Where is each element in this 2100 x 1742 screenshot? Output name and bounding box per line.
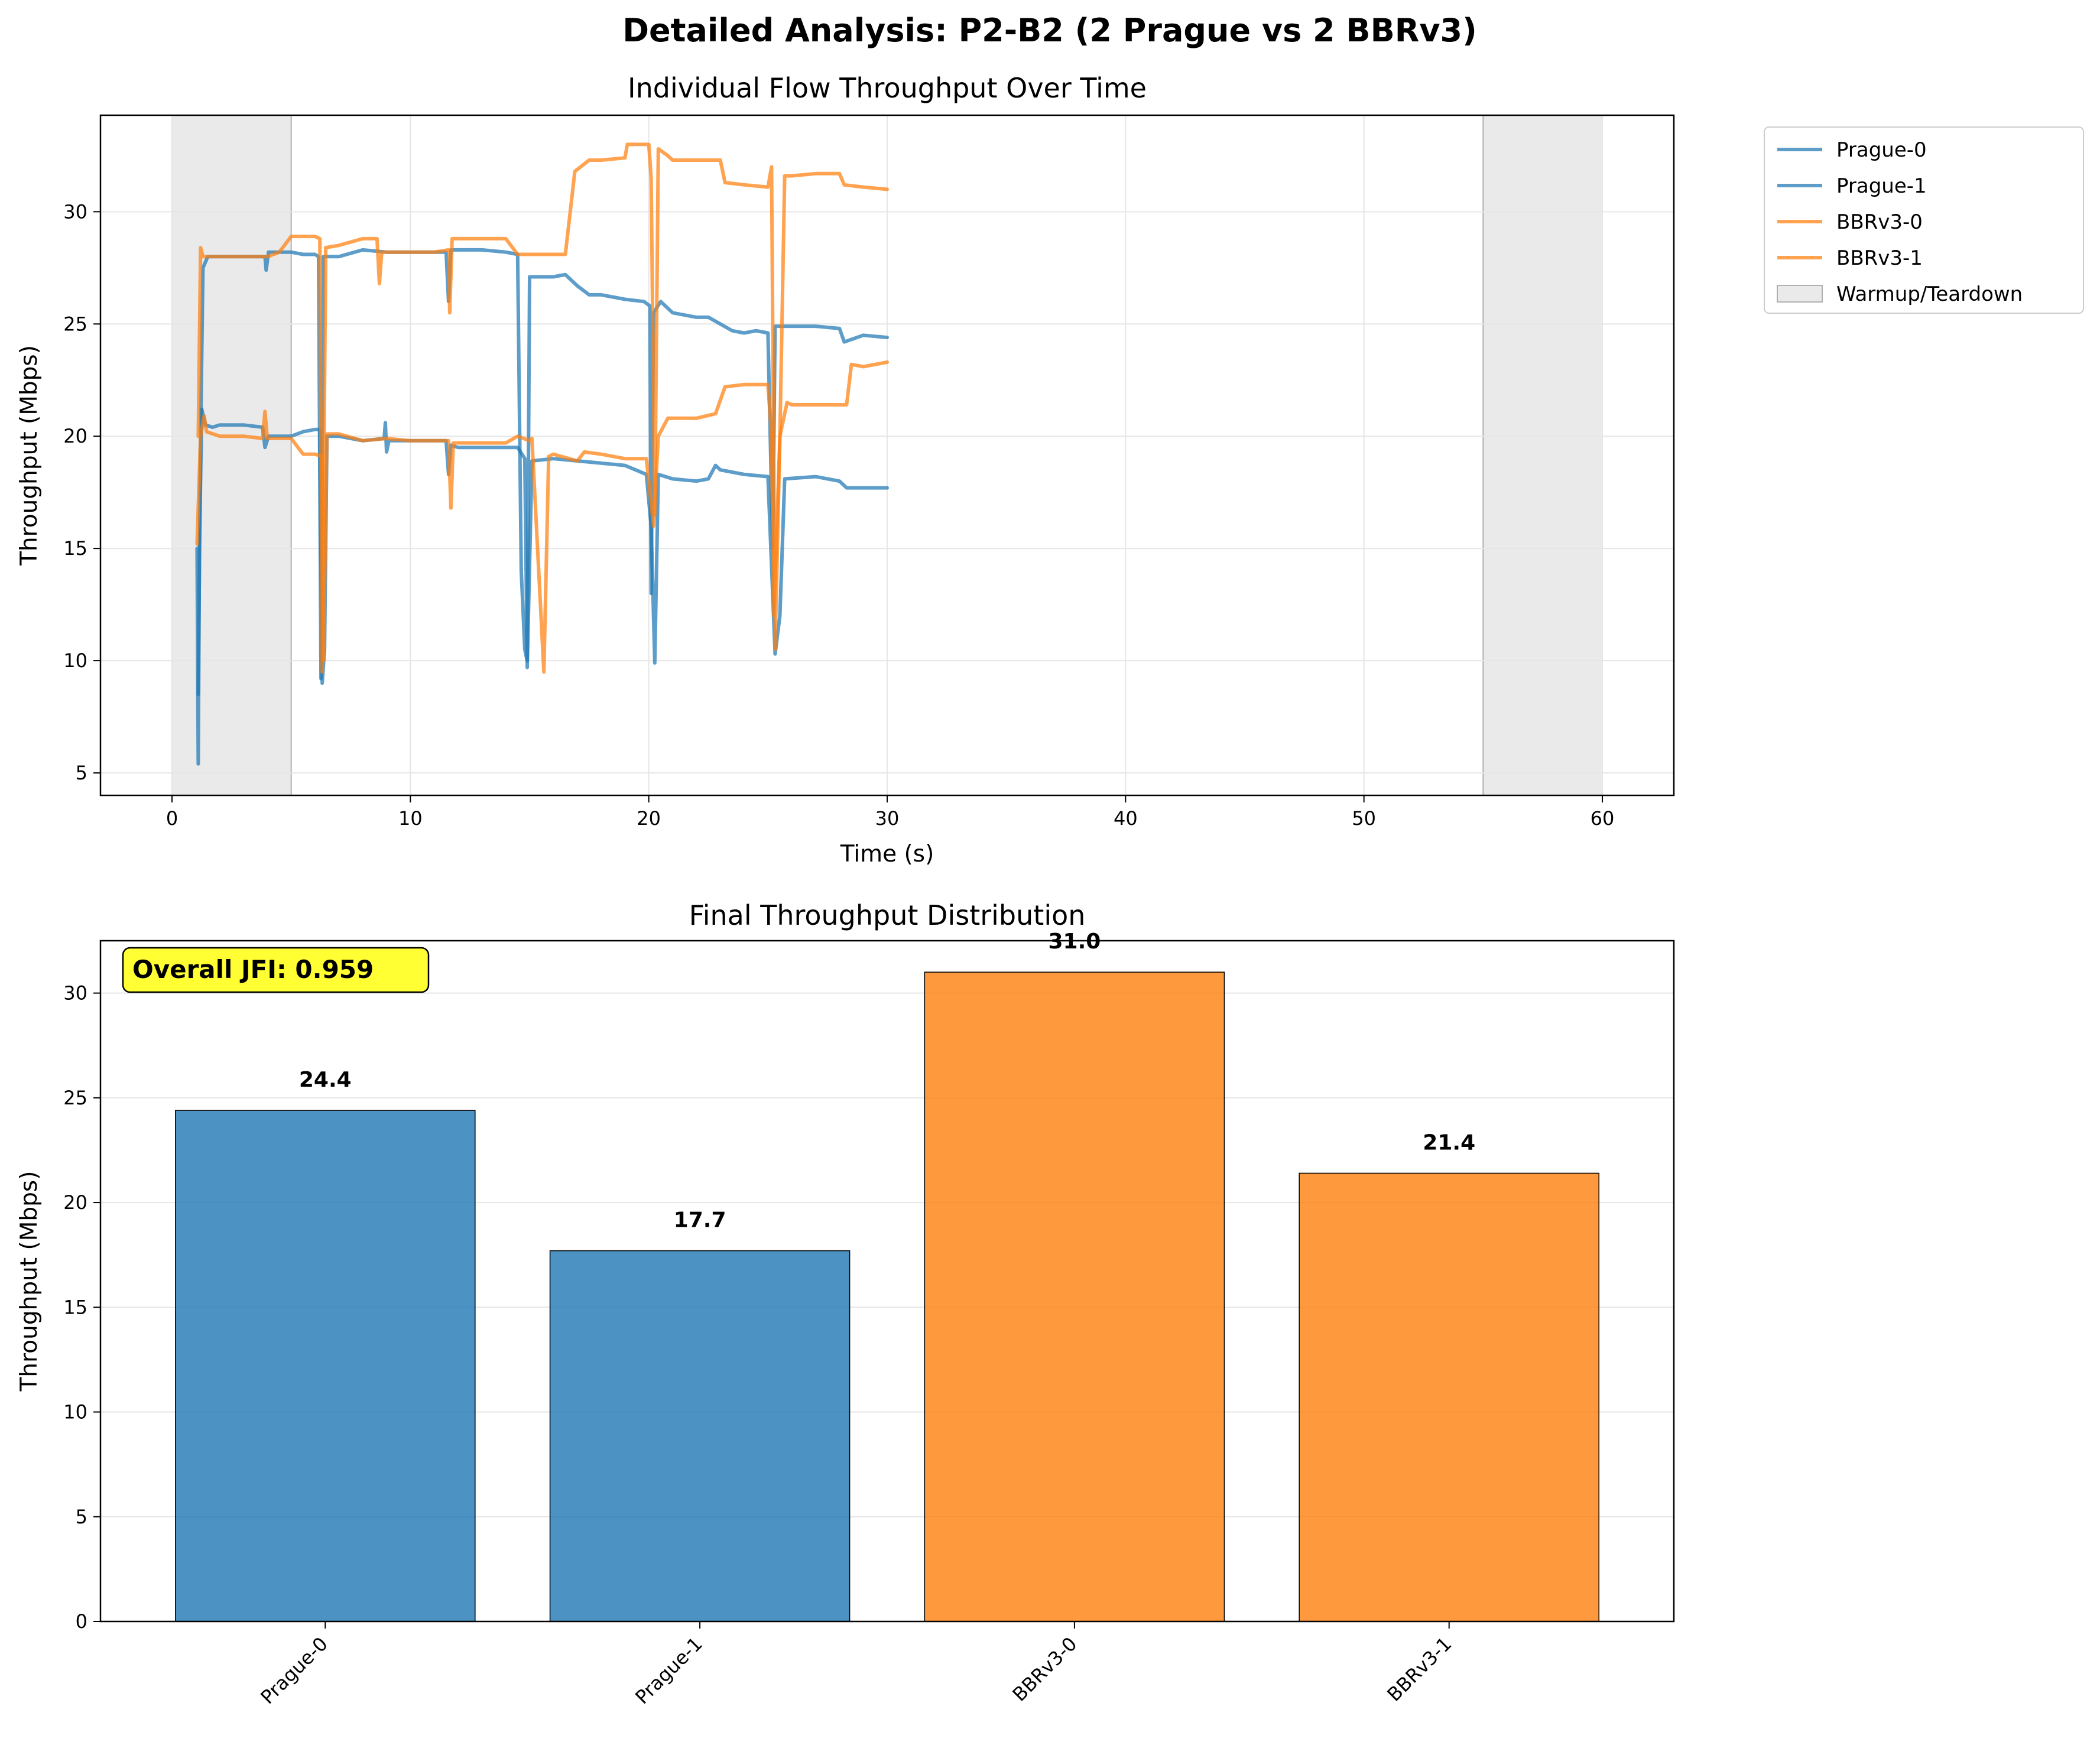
legend-entry: Prague-1: [1836, 174, 1927, 198]
y-tick-label: 15: [63, 1296, 87, 1318]
x-tick-label: 50: [1352, 807, 1376, 830]
shaded-region: [171, 115, 292, 796]
line-chart-panel: 0 10 20 30 40 50 60 5 10 15 20 25 30 Individual Flow …: [16, 72, 2084, 867]
y-tick-label: 20: [63, 425, 87, 447]
jfi-annotation: Overall JFI: 0.959: [132, 955, 374, 984]
series-group: [195, 142, 889, 766]
chart-title: Individual Flow Throughput Over Time: [628, 72, 1147, 104]
x-tick-label: 20: [637, 807, 661, 830]
bar-value-label: 31.0: [1048, 930, 1101, 954]
bar-chart-panel: 24.4 Prague-0 17.7 Prague-1 31.0 BBRv3-0 21.4 B…: [16, 899, 1675, 1708]
x-tick-label: BBRv3-0: [1008, 1633, 1082, 1706]
legend-box: [1764, 126, 2084, 314]
series-line: [195, 407, 889, 766]
y-tick-label: 25: [63, 1087, 87, 1109]
y-tick-label: 30: [63, 982, 87, 1005]
bar-value-label: 17.7: [674, 1208, 726, 1233]
bar: [1299, 1172, 1599, 1622]
y-tick-label: 25: [63, 313, 87, 335]
x-tick-label: 40: [1114, 807, 1138, 830]
y-tick-label: 5: [76, 762, 87, 784]
jfi-annotation-box: [122, 947, 430, 993]
y-tick-label: 10: [63, 1401, 87, 1424]
legend-entry: Prague-0: [1836, 138, 1927, 162]
y-tick-label: 5: [76, 1506, 87, 1528]
chart-title: Final Throughput Distribution: [689, 899, 1086, 931]
series-line: [195, 360, 889, 674]
x-tick-label: 60: [1591, 807, 1615, 830]
bar-value-label: 24.4: [299, 1068, 352, 1092]
x-tick-label: Prague-0: [256, 1633, 332, 1708]
legend-entry: Warmup/Teardown: [1836, 282, 2023, 306]
x-tick-label: BBRv3-1: [1382, 1633, 1456, 1706]
legend-swatch: [1777, 285, 1823, 303]
legend-entry: BBRv3-0: [1836, 210, 1923, 234]
y-tick-label: 30: [63, 200, 87, 223]
y-tick-label: 20: [63, 1191, 87, 1214]
series-line: [196, 142, 889, 674]
x-tick-label: 10: [398, 807, 423, 830]
y-tick-label: 15: [63, 537, 87, 560]
bar-value-label: 21.4: [1423, 1130, 1475, 1155]
x-tick-label: 30: [875, 807, 900, 830]
x-axis-label: Time (s): [840, 841, 934, 867]
plot-frame: [99, 940, 1675, 1623]
figure-suptitle: Detailed Analysis: P2-B2 (2 Prague vs 2 …: [622, 12, 1477, 49]
bar: [175, 1110, 476, 1622]
bar: [549, 1250, 851, 1622]
y-axis-label: Throughput (Mbps): [16, 345, 43, 566]
y-tick-label: 0: [76, 1610, 87, 1633]
bar: [924, 971, 1225, 1622]
shaded-region: [1482, 115, 1603, 796]
legend-entry: BBRv3-1: [1836, 246, 1923, 270]
y-axis-label: Throughput (Mbps): [16, 1171, 43, 1392]
x-tick-label: Prague-1: [631, 1633, 706, 1708]
x-tick-label: 0: [166, 807, 178, 830]
y-tick-label: 10: [63, 649, 87, 672]
